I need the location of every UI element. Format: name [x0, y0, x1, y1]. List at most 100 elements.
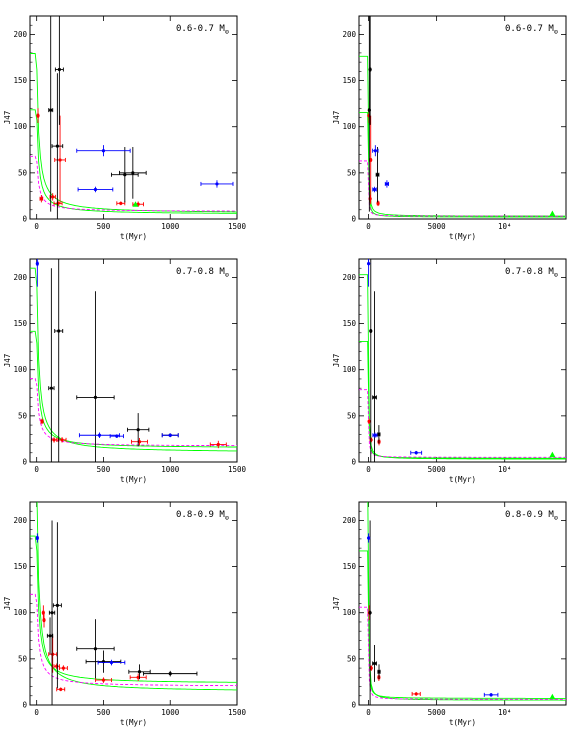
- data-point-blue: [372, 186, 377, 193]
- y-tick-label: 0: [22, 458, 27, 467]
- y-tick-label: 200: [13, 273, 27, 282]
- model-curve-green: [359, 112, 566, 218]
- data-point-red: [367, 418, 371, 425]
- solar-symbol: ⊙: [225, 28, 229, 36]
- y-tick-label: 100: [13, 122, 27, 131]
- y-tick-label: 150: [13, 319, 27, 328]
- data-point-black: [54, 259, 64, 462]
- marker: [168, 672, 172, 676]
- x-tick-label: 0: [366, 222, 371, 231]
- data-point-black: [372, 291, 377, 462]
- data-point-black: [368, 16, 372, 125]
- model-curve-magenta: [30, 593, 237, 687]
- plot-frame: [358, 258, 567, 463]
- marker: [57, 67, 61, 72]
- x-tick-label: 1500: [228, 222, 247, 231]
- y-tick-label: 100: [13, 608, 27, 617]
- model-curve-green: [359, 55, 566, 217]
- plot-frame: [358, 15, 567, 220]
- marker: [377, 670, 381, 674]
- marker: [136, 428, 140, 432]
- x-tick-label: 1500: [228, 708, 247, 717]
- data-point-red: [36, 108, 40, 124]
- data-point-blue: [372, 145, 379, 157]
- marker: [36, 114, 40, 118]
- model-curve-magenta: [359, 389, 566, 458]
- mass-range-label: 0.8-0.9 M⊙: [176, 510, 229, 522]
- marker: [136, 675, 140, 679]
- model-curve-magenta: [359, 606, 566, 700]
- marker: [48, 634, 52, 638]
- marker: [93, 395, 98, 400]
- marker: [59, 687, 63, 691]
- x-tick-label: 1500: [228, 465, 247, 474]
- mass-range-label: 0.7-0.8 M⊙: [176, 267, 229, 279]
- mass-range-text: 0.8-0.9 M: [176, 510, 225, 520]
- data-point-black: [52, 522, 62, 689]
- plot-content: [359, 16, 566, 218]
- marker: [372, 395, 377, 400]
- marker: [49, 108, 53, 112]
- x-tick-label: 5000: [428, 222, 447, 231]
- y-tick-label: 0: [351, 458, 356, 467]
- marker: [414, 692, 418, 696]
- y-tick-label: 50: [347, 411, 357, 420]
- marker: [489, 693, 493, 697]
- y-tick-label: 200: [13, 516, 27, 525]
- marker: [367, 262, 371, 266]
- data-point-black: [76, 619, 115, 679]
- data-point-red: [56, 687, 66, 692]
- x-tick-label: 500: [97, 465, 111, 474]
- data-point-black: [367, 16, 371, 212]
- solar-symbol: ⊙: [554, 28, 558, 36]
- data-point-black: [85, 650, 122, 673]
- y-tick-label: 200: [342, 30, 356, 39]
- marker: [55, 603, 59, 607]
- data-point-black: [51, 73, 64, 219]
- data-point-black: [372, 645, 377, 682]
- solar-symbol: ⊙: [554, 514, 558, 522]
- mass-range-text: 0.7-0.8 M: [176, 267, 225, 277]
- data-point-black: [111, 147, 139, 203]
- y-tick-label: 100: [342, 608, 356, 617]
- y-tick-label: 200: [13, 30, 27, 39]
- mass-range-label: 0.6-0.7 M⊙: [505, 24, 558, 36]
- data-point-red: [129, 673, 147, 682]
- marker: [58, 158, 62, 162]
- data-point-black: [377, 425, 381, 444]
- model-curve-green: [367, 502, 566, 701]
- data-point-black: [119, 147, 147, 199]
- marker: [35, 536, 39, 540]
- data-point-black: [76, 291, 115, 462]
- marker: [123, 173, 127, 177]
- plot-frame: [29, 15, 238, 220]
- data-point-red: [57, 437, 67, 443]
- y-tick-label: 50: [18, 654, 28, 663]
- marker: [60, 438, 64, 442]
- data-point-red: [53, 663, 60, 670]
- data-point-black: [143, 670, 198, 677]
- mass-range-text: 0.6-0.7 M: [505, 24, 554, 34]
- y-axis-label: J47: [332, 111, 341, 125]
- x-axis-label: t(Myr): [120, 232, 147, 241]
- x-axis-label: t(Myr): [449, 232, 476, 241]
- model-curve-magenta: [359, 160, 566, 217]
- marker: [215, 182, 219, 186]
- mass-range-label: 0.6-0.7 M⊙: [176, 24, 229, 36]
- marker: [57, 329, 61, 333]
- data-point-black: [368, 520, 372, 705]
- y-tick-label: 100: [342, 365, 356, 374]
- y-axis-label: J47: [332, 597, 341, 611]
- x-tick-label: 0: [34, 222, 39, 231]
- data-point-red: [131, 438, 148, 446]
- data-point-red: [209, 440, 227, 449]
- x-tick-label: 0: [34, 708, 39, 717]
- data-point-black: [46, 617, 54, 655]
- y-tick-label: 0: [22, 701, 27, 710]
- panel-top-right: 0 5000 10⁴ 0 50 100 150 200 t(Myr) J47 0.6-0.7 M⊙: [332, 15, 567, 241]
- y-tick-label: 200: [342, 273, 356, 282]
- data-point-red: [369, 115, 373, 205]
- x-axis-label: t(Myr): [120, 718, 147, 727]
- data-point-red: [50, 437, 58, 443]
- x-tick-label: 10⁴: [498, 222, 512, 231]
